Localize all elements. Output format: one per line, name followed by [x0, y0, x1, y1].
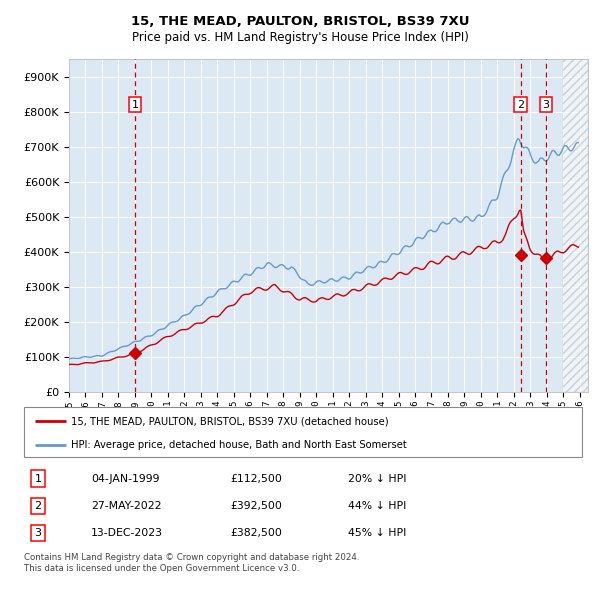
Text: £392,500: £392,500	[230, 501, 283, 511]
Text: 3: 3	[34, 528, 41, 538]
Text: 2: 2	[34, 501, 41, 511]
Text: Price paid vs. HM Land Registry's House Price Index (HPI): Price paid vs. HM Land Registry's House …	[131, 31, 469, 44]
Text: 44% ↓ HPI: 44% ↓ HPI	[347, 501, 406, 511]
Text: 13-DEC-2023: 13-DEC-2023	[91, 528, 163, 538]
Text: 27-MAY-2022: 27-MAY-2022	[91, 501, 161, 511]
Text: 1: 1	[131, 100, 139, 110]
Text: Contains HM Land Registry data © Crown copyright and database right 2024.
This d: Contains HM Land Registry data © Crown c…	[24, 553, 359, 573]
Text: 1: 1	[34, 474, 41, 484]
Text: 45% ↓ HPI: 45% ↓ HPI	[347, 528, 406, 538]
Text: 2: 2	[517, 100, 524, 110]
Bar	[563, 59, 588, 392]
Text: 20% ↓ HPI: 20% ↓ HPI	[347, 474, 406, 484]
Text: 3: 3	[542, 100, 550, 110]
Text: £112,500: £112,500	[230, 474, 283, 484]
Text: HPI: Average price, detached house, Bath and North East Somerset: HPI: Average price, detached house, Bath…	[71, 440, 407, 450]
FancyBboxPatch shape	[24, 407, 582, 457]
Text: 15, THE MEAD, PAULTON, BRISTOL, BS39 7XU: 15, THE MEAD, PAULTON, BRISTOL, BS39 7XU	[131, 15, 469, 28]
Text: 15, THE MEAD, PAULTON, BRISTOL, BS39 7XU (detached house): 15, THE MEAD, PAULTON, BRISTOL, BS39 7XU…	[71, 416, 389, 426]
Text: £382,500: £382,500	[230, 528, 283, 538]
Text: 04-JAN-1999: 04-JAN-1999	[91, 474, 160, 484]
